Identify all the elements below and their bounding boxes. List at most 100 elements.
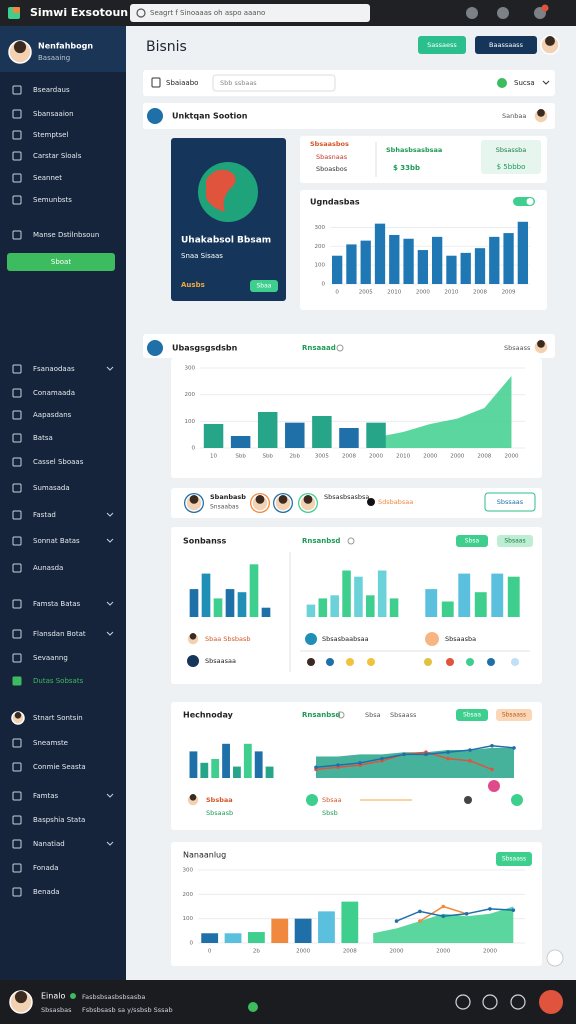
toolbar-icon[interactable] — [497, 7, 509, 19]
bar — [189, 751, 198, 778]
bar — [201, 933, 219, 943]
button-label[interactable]: Sbaa — [257, 283, 272, 290]
avatar-hair — [189, 633, 197, 640]
nav-item[interactable]: Cassel Sboaas — [33, 458, 84, 466]
nav-item[interactable]: Dutas Sobsats — [33, 677, 84, 685]
area — [376, 376, 512, 448]
nav-item[interactable]: Seannet — [33, 174, 62, 182]
area — [373, 906, 514, 943]
card-button[interactable] — [250, 280, 278, 292]
secondary-button[interactable] — [475, 36, 537, 54]
input-placeholder[interactable]: Sbb ssbaas — [220, 79, 257, 87]
button-label[interactable]: Baassaass — [489, 41, 524, 49]
link[interactable]: Sbsaass — [390, 711, 417, 719]
scroll-button[interactable] — [546, 949, 564, 967]
button-label[interactable]: Sbsaass — [502, 856, 526, 863]
line-point — [446, 756, 450, 761]
legend-label: Sbsbaa — [206, 796, 233, 804]
outline-button[interactable] — [484, 492, 536, 512]
section-title: Unktqan Sootion — [172, 112, 248, 121]
nav-item[interactable]: Nanatiad — [33, 840, 65, 848]
bar — [257, 412, 278, 448]
nav-icon — [12, 791, 22, 801]
nav-item[interactable]: Manse Dstilnbsoun — [33, 231, 99, 239]
search-box[interactable] — [130, 4, 370, 22]
nav-item[interactable]: Batsa — [33, 434, 53, 442]
favorite-icon[interactable] — [336, 344, 344, 352]
status-dot — [367, 498, 375, 506]
favorite-icon[interactable] — [337, 711, 345, 719]
sidebar-button[interactable] — [7, 253, 115, 271]
nav-icon — [12, 364, 22, 374]
nav-item[interactable]: Sonnat Batas — [33, 537, 80, 545]
small-button[interactable] — [496, 709, 532, 721]
bar — [507, 576, 520, 617]
nav-item[interactable]: Fonada — [33, 864, 59, 872]
primary-button[interactable] — [418, 36, 466, 54]
avatar-hair — [13, 41, 27, 54]
nav-item[interactable]: Benada — [33, 888, 60, 896]
button-label[interactable]: Sboat — [51, 258, 71, 266]
x-tick-label: 2b — [253, 949, 260, 955]
status-icon — [511, 794, 523, 806]
nav-item[interactable]: Famtas — [33, 792, 59, 800]
small-button[interactable] — [497, 535, 533, 547]
nav-item[interactable]: Famsta Batas — [33, 600, 81, 608]
person-role: Snsaabas — [210, 504, 239, 511]
bar — [446, 255, 457, 284]
button-label[interactable]: Sassaess — [427, 41, 457, 49]
button-label[interactable]: Sbsaass — [502, 712, 526, 719]
small-button[interactable] — [496, 852, 532, 866]
bottom-bar — [0, 980, 576, 1024]
nav-item[interactable]: Sneamste — [33, 739, 68, 747]
chevron — [106, 841, 114, 846]
filter-icon — [151, 77, 161, 88]
y-tick-label: 200 — [315, 244, 326, 250]
nav-item[interactable]: Sumasada — [33, 484, 70, 492]
footer-icon[interactable] — [510, 994, 526, 1010]
user-name: Einalo — [41, 992, 65, 1001]
small-button[interactable] — [456, 709, 488, 721]
nav-item[interactable]: Fastad — [33, 511, 56, 519]
select-icon[interactable] — [497, 78, 507, 88]
search-icon — [136, 8, 146, 18]
bar — [374, 223, 386, 284]
footer-icon[interactable] — [482, 994, 498, 1010]
footer-icon[interactable] — [455, 994, 471, 1010]
footer-action[interactable] — [539, 990, 563, 1014]
nav-item[interactable]: Conamaada — [33, 389, 75, 397]
nav-item[interactable]: Aapasdans — [33, 411, 72, 419]
nav-item[interactable]: Sevaanng — [33, 654, 68, 662]
button-label[interactable]: Sbsaa — [463, 712, 481, 719]
nav-item[interactable]: Bseardaus — [33, 86, 70, 94]
bar — [417, 250, 428, 284]
nav-item[interactable]: Flansdan Botat — [33, 630, 86, 638]
stat-highlight — [481, 140, 541, 174]
filter-input[interactable] — [212, 74, 336, 92]
nav-item[interactable]: Carstar Sloals — [33, 152, 82, 160]
x-tick-label: 2008 — [477, 454, 491, 460]
line-point — [402, 752, 406, 757]
nav-item[interactable]: Semunbsts — [33, 196, 72, 204]
nav-item[interactable]: Conmie Seasta — [33, 763, 86, 771]
status-icon — [466, 658, 474, 666]
small-button[interactable] — [456, 535, 488, 547]
favorite-icon[interactable] — [347, 537, 355, 545]
button-label[interactable]: Sbssaas — [497, 498, 524, 506]
button-label[interactable]: Sbsa — [465, 538, 480, 545]
link[interactable]: Sbsa — [365, 711, 381, 719]
bar — [237, 592, 247, 617]
legend-label: Sbaa Sbsbasb — [205, 635, 251, 643]
nav-item[interactable]: Baspshia Stata — [33, 816, 85, 824]
nav-icon — [12, 629, 22, 639]
nav-item[interactable]: Fsanaodaas — [33, 365, 75, 373]
button-label[interactable]: Sbsaas — [504, 538, 525, 545]
nav-item[interactable]: Stnart Sontsin — [33, 714, 83, 722]
nav-item[interactable]: Aunasda — [33, 564, 63, 572]
bar — [425, 589, 438, 617]
avatar-hair — [303, 495, 313, 504]
nav-item[interactable]: Sbansaaion — [33, 110, 74, 118]
toolbar-icon[interactable] — [466, 7, 478, 19]
nav-item[interactable]: Stemptsel — [33, 131, 68, 139]
select-label[interactable]: Sucsa — [514, 79, 535, 87]
